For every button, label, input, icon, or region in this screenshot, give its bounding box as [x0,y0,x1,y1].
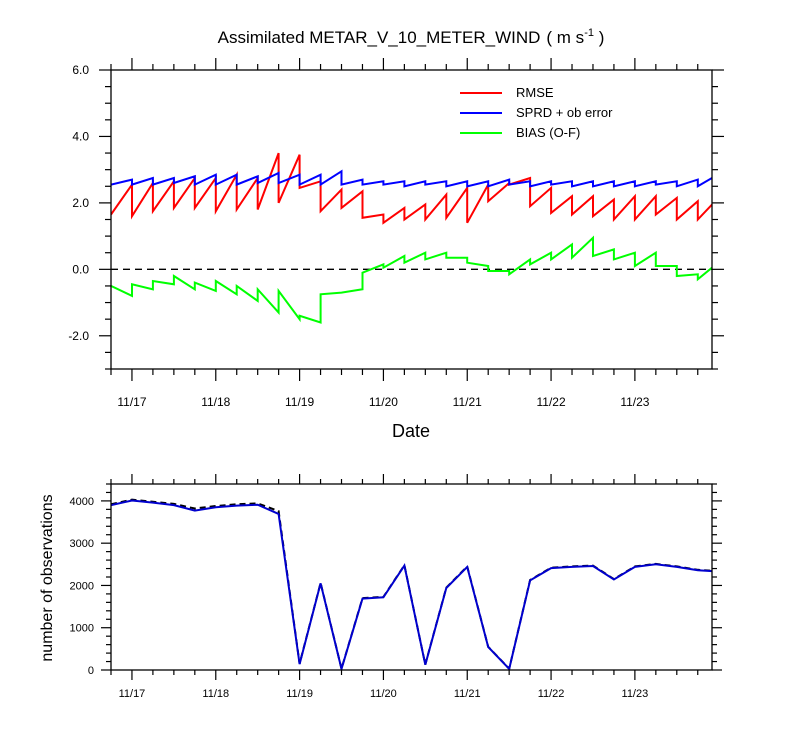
chart-title-main: Assimilated METAR_V_10_METER_WIND [218,28,541,47]
x-tick-label: 11/21 [453,395,482,409]
y-tick-label: 0.0 [72,262,89,276]
x-tick-label: 11/19 [286,688,313,700]
x-tick-label: 11/20 [369,395,398,409]
y-tick-label: 2000 [70,580,94,592]
x-tick-label: 11/17 [117,395,146,409]
y-tick-label: 6.0 [72,63,89,77]
legend-label: BIAS (O-F) [516,125,580,140]
x-tick-label: 11/19 [285,395,314,409]
chart-title: Assimilated METAR_V_10_METER_WIND ( m s-1… [218,27,605,47]
chart-title-units: ( m s [546,28,584,47]
chart-title-units-end: ) [594,28,604,47]
x-tick-label: 11/23 [620,395,649,409]
bottom-y-axis-label: number of observations [39,494,56,661]
top-chart: 11/17 11/18 11/19 11/20 11/21 11/22 11/23 -2.0 0… [68,58,724,409]
x-tick-label: 11/17 [119,688,146,700]
y-tick-label: 0 [88,665,94,677]
series-line-obs-0 [111,498,712,670]
y-tick-label: -2.0 [68,329,89,343]
x-tick-label: 11/21 [454,688,481,700]
x-tick-label: 11/18 [202,688,229,700]
y-tick-label: 3000 [70,538,94,550]
plot-frame-bottom [110,483,713,671]
series-line-bias-o-f [111,235,712,324]
x-tick-label: 11/23 [622,688,649,700]
x-tick-label: 11/22 [536,395,565,409]
y-tick-label: 4000 [70,496,94,508]
plot-frame-top [110,69,713,370]
series-line-rmse [111,152,712,225]
bottom-chart: 11/17 11/18 11/19 11/20 11/21 11/22 11/23 0 1000… [70,474,722,700]
series-line-sprd-ob-error [111,169,712,189]
legend-label: SPRD + ob error [516,105,613,120]
x-tick-label: 11/18 [201,395,230,409]
chart-title-units-sup: -1 [584,27,594,39]
legend: RMSE SPRD + ob error BIAS (O-F) [460,85,613,140]
legend-label: RMSE [516,85,554,100]
x-tick-label: 11/20 [370,688,397,700]
top-x-axis-label: Date [392,421,430,441]
series-line-obs-1 [111,499,712,670]
x-tick-label: 11/22 [538,688,565,700]
y-tick-label: 2.0 [72,196,89,210]
y-tick-label: 1000 [70,623,94,635]
y-tick-label: 4.0 [72,129,89,143]
